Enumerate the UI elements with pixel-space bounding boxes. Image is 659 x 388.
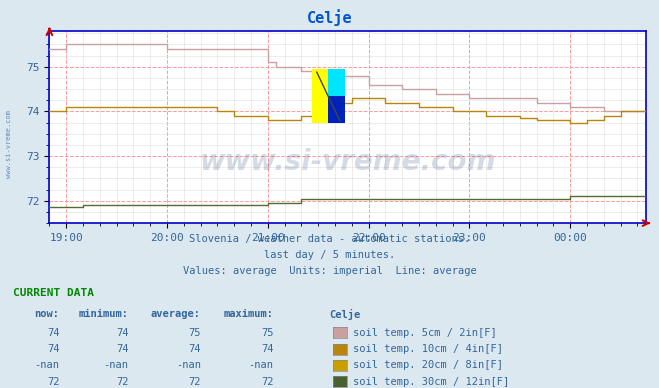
Text: 72: 72 (188, 377, 201, 387)
Text: average:: average: (151, 309, 201, 319)
Text: last day / 5 minutes.: last day / 5 minutes. (264, 250, 395, 260)
Text: soil temp. 20cm / 8in[F]: soil temp. 20cm / 8in[F] (353, 360, 503, 371)
Text: soil temp. 5cm / 2in[F]: soil temp. 5cm / 2in[F] (353, 328, 496, 338)
Text: 72: 72 (47, 377, 59, 387)
Text: 75: 75 (261, 328, 273, 338)
Text: 75: 75 (188, 328, 201, 338)
Bar (328, 69, 345, 96)
Text: 74: 74 (261, 344, 273, 354)
Text: soil temp. 30cm / 12in[F]: soil temp. 30cm / 12in[F] (353, 377, 509, 387)
Text: Slovenia / weather data - automatic stations.: Slovenia / weather data - automatic stat… (189, 234, 470, 244)
Text: -nan: -nan (176, 360, 201, 371)
Text: 74: 74 (47, 328, 59, 338)
Text: Values: average  Units: imperial  Line: average: Values: average Units: imperial Line: av… (183, 266, 476, 276)
Text: Celje: Celje (306, 9, 353, 26)
Text: 74: 74 (116, 344, 129, 354)
Text: soil temp. 10cm / 4in[F]: soil temp. 10cm / 4in[F] (353, 344, 503, 354)
Text: minimum:: minimum: (78, 309, 129, 319)
Text: -nan: -nan (34, 360, 59, 371)
Text: www.si-vreme.com: www.si-vreme.com (5, 109, 12, 178)
Text: -nan: -nan (248, 360, 273, 371)
Bar (328, 96, 345, 123)
Text: 74: 74 (188, 344, 201, 354)
Text: now:: now: (34, 309, 59, 319)
Text: maximum:: maximum: (223, 309, 273, 319)
Text: 72: 72 (261, 377, 273, 387)
Text: Celje: Celje (330, 309, 360, 320)
Text: www.si-vreme.com: www.si-vreme.com (200, 148, 496, 176)
Text: 72: 72 (116, 377, 129, 387)
Text: 74: 74 (47, 344, 59, 354)
Bar (312, 69, 328, 123)
Text: 74: 74 (116, 328, 129, 338)
Text: -nan: -nan (103, 360, 129, 371)
Text: CURRENT DATA: CURRENT DATA (13, 288, 94, 298)
